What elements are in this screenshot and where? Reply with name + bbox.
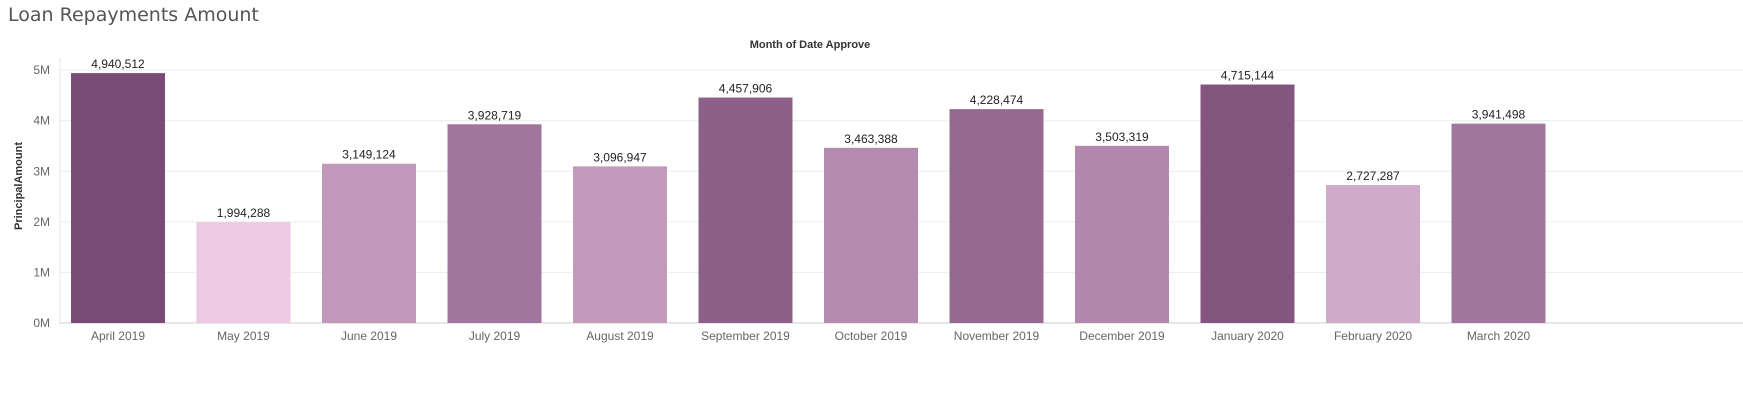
data-label: 4,228,474 bbox=[970, 93, 1024, 107]
bar[interactable] bbox=[1451, 123, 1546, 324]
bar[interactable] bbox=[573, 166, 667, 323]
x-tick-label: September 2019 bbox=[701, 329, 790, 343]
y-tick-label: 0M bbox=[33, 316, 50, 330]
x-tick-label: April 2019 bbox=[91, 329, 145, 343]
y-tick-label: 2M bbox=[33, 215, 50, 229]
bar[interactable] bbox=[824, 147, 918, 323]
x-tick-label: February 2020 bbox=[1334, 329, 1412, 343]
data-label: 4,715,144 bbox=[1221, 69, 1275, 83]
x-tick-label: December 2019 bbox=[1079, 329, 1165, 343]
x-tick-label: May 2019 bbox=[217, 329, 270, 343]
bar[interactable] bbox=[196, 222, 291, 323]
data-label: 3,941,498 bbox=[1472, 108, 1526, 122]
data-label: 3,096,947 bbox=[593, 150, 647, 164]
bar[interactable] bbox=[698, 97, 793, 323]
bar[interactable] bbox=[1075, 145, 1169, 323]
data-label: 3,463,388 bbox=[844, 132, 898, 146]
y-tick-label: 1M bbox=[33, 265, 50, 279]
data-label: 3,503,319 bbox=[1095, 130, 1149, 144]
x-tick-label: July 2019 bbox=[469, 329, 521, 343]
data-label: 2,727,287 bbox=[1346, 169, 1400, 183]
chart-title: Loan Repayments Amount bbox=[8, 4, 259, 26]
bar[interactable] bbox=[71, 73, 165, 323]
x-tick-label: November 2019 bbox=[954, 329, 1040, 343]
x-tick-label: October 2019 bbox=[835, 329, 908, 343]
data-label: 3,149,124 bbox=[342, 148, 396, 162]
bar[interactable] bbox=[949, 109, 1044, 323]
x-tick-label: March 2020 bbox=[1467, 329, 1531, 343]
data-label: 4,940,512 bbox=[91, 57, 145, 71]
y-tick-label: 4M bbox=[33, 114, 50, 128]
data-label: 1,994,288 bbox=[217, 206, 271, 220]
bar[interactable] bbox=[447, 124, 542, 323]
bar[interactable] bbox=[1326, 185, 1420, 323]
y-axis: 0M 1M 2M 3M 4M 5M bbox=[33, 63, 50, 330]
y-tick-label: 5M bbox=[33, 63, 50, 77]
y-tick-label: 3M bbox=[33, 164, 50, 178]
x-tick-label: August 2019 bbox=[586, 329, 654, 343]
bar[interactable] bbox=[322, 163, 416, 323]
data-label: 4,457,906 bbox=[719, 82, 773, 96]
x-tick-label: June 2019 bbox=[341, 329, 397, 343]
bar[interactable] bbox=[1200, 84, 1295, 323]
y-axis-title: PrincipalAmount bbox=[13, 142, 25, 230]
bars: 4,940,512 1,994,288 3,149,124 3,928,719 3,09… bbox=[71, 57, 1546, 324]
x-tick-label: January 2020 bbox=[1211, 329, 1284, 343]
column-header: Month of Date Approve bbox=[750, 39, 871, 51]
x-axis: April 2019 May 2019 June 2019 July 2019 Augu… bbox=[91, 329, 1531, 343]
data-label: 3,928,719 bbox=[468, 108, 522, 122]
